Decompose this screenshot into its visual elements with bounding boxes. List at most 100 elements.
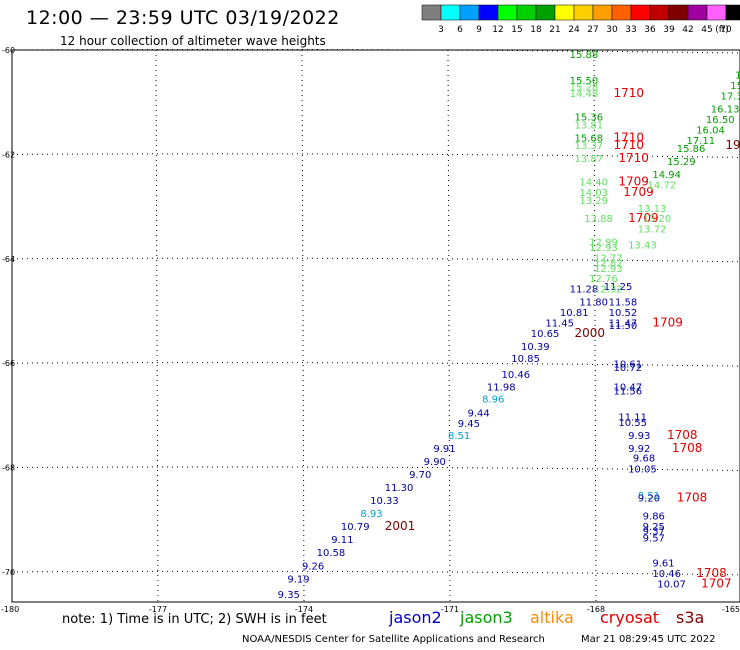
lat-tick-label: -68	[2, 464, 15, 473]
footnote: note: 1) Time is in UTC; 2) SWH is in fe…	[62, 612, 327, 627]
wave-height-label: 15.29	[667, 157, 696, 168]
wave-height-label: 9.57	[643, 534, 665, 545]
lon-gridline	[155, 49, 159, 603]
legend-tick-label: 3	[438, 25, 444, 35]
wave-height-label: 14.03	[579, 188, 608, 199]
wave-height-label: 11.80	[579, 298, 608, 309]
wave-height-label: 1709	[618, 175, 649, 189]
wave-height-label: 11.58	[609, 298, 638, 309]
wave-height-label: 8.51	[448, 431, 470, 442]
wave-height-label: 10.58	[317, 548, 346, 559]
wave-height-label: 9.19	[287, 574, 309, 585]
wave-height-label: 1709	[652, 316, 683, 330]
wave-height-label: 13.13	[638, 204, 667, 215]
legend-tick-label: 36	[644, 25, 656, 35]
wave-height-label: 16.50	[706, 115, 735, 126]
legend-tick-label: 30	[606, 25, 618, 35]
wave-height-label: 11.98	[487, 382, 516, 393]
wave-height-label: 9.86	[643, 512, 665, 523]
wave-height-label: 10.46	[652, 569, 681, 580]
wave-height-label: 12.77	[594, 253, 623, 264]
wave-height-label: 11.30	[385, 483, 414, 494]
wave-height-label: 9.44	[467, 408, 489, 419]
wave-height-label: 9.20	[638, 493, 660, 504]
lon-tick-label: -171	[441, 605, 459, 614]
wave-height-label: 1708	[696, 566, 727, 580]
legend-altika: altika	[530, 608, 574, 627]
legend-tick-label: 45	[701, 25, 712, 35]
wave-height-label: 13.43	[628, 240, 657, 251]
wave-height-label: 10.79	[341, 522, 370, 533]
wave-height-label: 1710	[613, 138, 644, 152]
legend-s3a: s3a	[676, 608, 705, 627]
lon-gridline	[447, 49, 451, 603]
legend-unit: (ft)	[715, 25, 729, 35]
wave-height-label: 15.86	[677, 144, 706, 155]
wave-height-label: 8.93	[360, 509, 382, 520]
wave-height-label: 13.88	[584, 214, 613, 225]
wave-height-label: 11.25	[604, 282, 633, 293]
legend-tick-label: 21	[549, 25, 560, 35]
wave-height-label: 1959	[725, 138, 740, 152]
wave-height-label: 17.11	[686, 136, 715, 147]
wave-height-label: 13.87	[575, 154, 604, 165]
wave-height-label: 16.04	[696, 126, 725, 137]
wave-height-label: 10.65	[531, 329, 560, 340]
wave-height-label: 11.11	[618, 413, 647, 424]
wave-height-label: 11.45	[545, 319, 574, 330]
wave-height-label: 15.36	[575, 112, 604, 123]
legend-tick-label: 42	[682, 25, 693, 35]
wave-height-label: 1709	[628, 211, 659, 225]
lat-tick-label: -60	[2, 46, 15, 55]
color-legend: 3 6 9 12 15 18 21 24 27 30 33 36 39 42 45 70(ft)	[421, 4, 740, 35]
plot-frame	[11, 49, 740, 603]
wave-height-label: 14.40	[579, 178, 608, 189]
wave-height-label: 9.45	[458, 419, 480, 430]
wave-height-label: 15.50	[570, 76, 599, 87]
wave-height-label: 15.68	[575, 133, 604, 144]
wave-height-label: 1710	[618, 151, 649, 165]
wave-height-label: 15.9	[730, 81, 740, 92]
wave-height-label: 1709	[623, 185, 654, 199]
wave-height-label: 9.70	[409, 470, 431, 481]
legend-tick-label: 33	[625, 25, 636, 35]
wave-height-label: 9.92	[628, 444, 650, 455]
wave-height-label: 1710	[613, 130, 644, 144]
wave-height-label: 12.32	[594, 285, 623, 296]
lat-gridline	[11, 570, 740, 576]
lon-gridline	[593, 49, 597, 603]
legend-jason3: jason3	[460, 608, 513, 627]
wave-height-label: 9.93	[628, 431, 650, 442]
legend-cryosat: cryosat	[600, 608, 660, 627]
wave-height-label: 9.25	[643, 522, 665, 533]
wave-height-label: 9.90	[424, 457, 446, 468]
wave-height-label: 1708	[667, 428, 698, 442]
lon-tick-label: -177	[149, 605, 167, 614]
lat-tick-label: -70	[2, 568, 15, 577]
wave-height-label: 8.96	[482, 394, 504, 405]
wave-height-label: 9.26	[302, 561, 324, 572]
legend-tick-label: 27	[587, 25, 598, 35]
legend-tick-label: 6	[457, 25, 463, 35]
wave-height-label: 1708	[672, 441, 703, 455]
wave-height-label: 2000	[575, 326, 606, 340]
wave-height-label: 9.35	[278, 590, 300, 601]
wave-height-label: 14.72	[648, 180, 677, 191]
wave-height-label: 14.48	[570, 89, 599, 100]
wave-height-label: 13.20	[643, 214, 672, 225]
lon-tick-label: -174	[295, 605, 313, 614]
wave-height-label: 10.52	[609, 308, 638, 319]
lat-tick-label: -64	[2, 255, 15, 264]
wave-height-label: 10.47	[613, 382, 642, 393]
wave-height-label: 10.39	[521, 342, 550, 353]
lon-tick-label: -180	[1, 605, 19, 614]
wave-height-label: 10.55	[618, 418, 647, 429]
wave-height-label: 1708	[677, 490, 708, 504]
wave-height-label: 9.68	[633, 453, 655, 464]
legend-tick-label: 24	[568, 25, 580, 35]
lat-tick-label: -66	[2, 359, 15, 368]
wave-height-label: 17.34	[721, 92, 740, 103]
wave-height-label: 8.51	[638, 491, 660, 502]
footer-timestamp: Mar 21 08:29:45 UTC 2022	[581, 634, 716, 645]
